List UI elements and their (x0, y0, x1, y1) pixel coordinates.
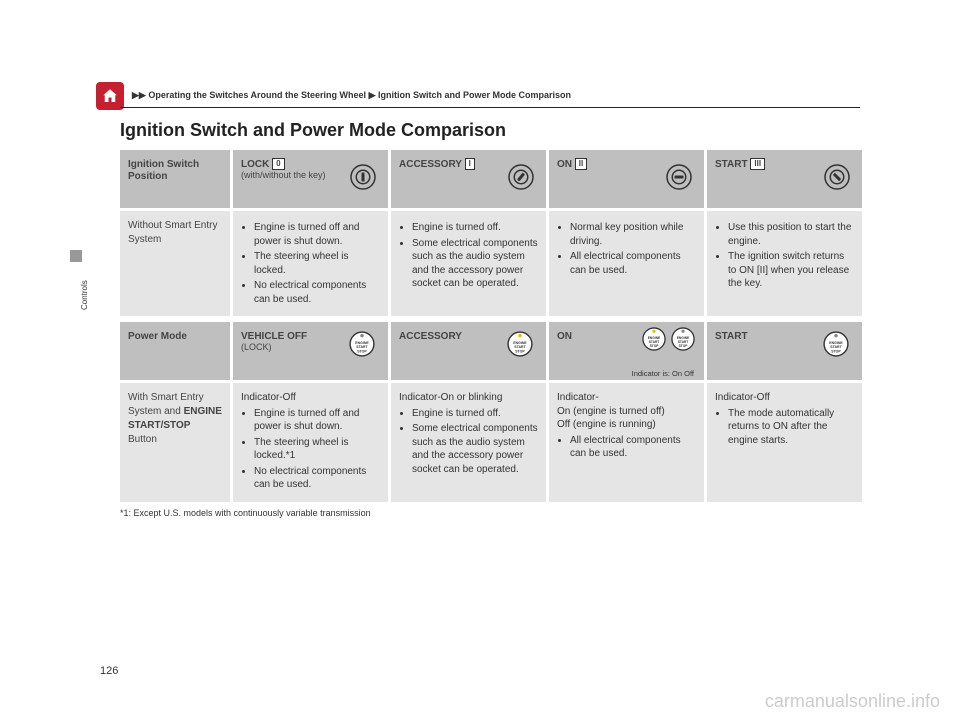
engine-start-stop-icon: ENGINESTARTSTOP (822, 330, 850, 358)
cell-start-without: Use this position to start the engine. T… (707, 211, 862, 316)
cell-vehicleoff-with: Indicator-Off Engine is turned off and p… (233, 383, 388, 502)
cell-on-with: Indicator- On (engine is turned off) Off… (549, 383, 704, 502)
svg-text:STOP: STOP (650, 344, 660, 348)
cell-lock-without: Engine is turned off and power is shut d… (233, 211, 388, 316)
svg-text:STOP: STOP (357, 349, 367, 353)
col-header-start: START III (707, 150, 862, 208)
breadcrumb-sep: ▶ (369, 90, 376, 100)
page-title: Ignition Switch and Power Mode Compariso… (120, 120, 506, 141)
breadcrumb-part1: Operating the Switches Around the Steeri… (148, 90, 366, 100)
svg-text:START: START (356, 345, 368, 349)
col-header-lock: LOCK 0 (with/without the key) (233, 150, 388, 208)
col-header-pm-accessory: ACCESSORY ENGINESTARTSTOP (391, 322, 546, 380)
col-header-accessory: ACCESSORY I (391, 150, 546, 208)
breadcrumb: ▶▶ Operating the Switches Around the Ste… (132, 90, 571, 101)
table-row: Without Smart Entry System Engine is tur… (120, 211, 860, 316)
table-row: With Smart Entry System and ENGINE START… (120, 383, 860, 502)
svg-text:STOP: STOP (831, 349, 841, 353)
engine-start-stop-icon: ENGINESTARTSTOP (506, 330, 534, 358)
svg-text:ENGINE: ENGINE (355, 341, 369, 345)
row-header-ignition-position: Ignition Switch Position (120, 150, 230, 208)
engine-start-stop-off-icon: ENGINESTARTSTOP (670, 326, 696, 352)
row-label-without-smart: Without Smart Entry System (120, 211, 230, 316)
footnote: *1: Except U.S. models with continuously… (120, 508, 860, 518)
svg-text:ENGINE: ENGINE (829, 341, 843, 345)
svg-text:STOP: STOP (679, 344, 689, 348)
section-tab (70, 250, 82, 262)
cell-start-with: Indicator-Off The mode automatically ret… (707, 383, 862, 502)
section-label: Controls (80, 280, 89, 310)
cell-on-without: Normal key position while driving. All e… (549, 211, 704, 316)
ignition-on-icon (664, 162, 694, 192)
cell-accessory-with: Indicator-On or blinking Engine is turne… (391, 383, 546, 502)
ignition-start-icon (822, 162, 852, 192)
col-header-vehicle-off: VEHICLE OFF (LOCK) ENGINESTARTSTOP (233, 322, 388, 380)
svg-text:START: START (830, 345, 842, 349)
svg-text:STOP: STOP (515, 349, 525, 353)
table-row: Ignition Switch Position LOCK 0 (with/wi… (120, 150, 860, 208)
watermark: carmanualsonline.info (765, 691, 940, 712)
cell-accessory-without: Engine is turned off. Some electrical co… (391, 211, 546, 316)
svg-text:START: START (514, 345, 526, 349)
row-label-with-smart: With Smart Entry System and ENGINE START… (120, 383, 230, 502)
page-number: 126 (100, 665, 118, 677)
col-header-pm-on: ON ENGINESTARTSTOP ENGINESTARTSTOP Indic… (549, 322, 704, 380)
indicator-caption: Indicator is: On Off (632, 369, 694, 378)
breadcrumb-arrow: ▶▶ (132, 90, 146, 100)
ignition-lock-icon (348, 162, 378, 192)
engine-start-stop-icon: ENGINESTARTSTOP (348, 330, 376, 358)
svg-text:ENGINE: ENGINE (513, 341, 527, 345)
col-header-on: ON II (549, 150, 704, 208)
home-icon[interactable] (96, 82, 124, 110)
table-row: Power Mode VEHICLE OFF (LOCK) ENGINESTAR… (120, 322, 860, 380)
comparison-table: Ignition Switch Position LOCK 0 (with/wi… (120, 150, 860, 518)
ignition-accessory-icon (506, 162, 536, 192)
col-header-pm-start: START ENGINESTARTSTOP (707, 322, 862, 380)
divider (120, 107, 860, 108)
breadcrumb-part2: Ignition Switch and Power Mode Compariso… (378, 90, 571, 100)
engine-start-stop-on-icon: ENGINESTARTSTOP (641, 326, 667, 352)
row-header-power-mode: Power Mode (120, 322, 230, 380)
